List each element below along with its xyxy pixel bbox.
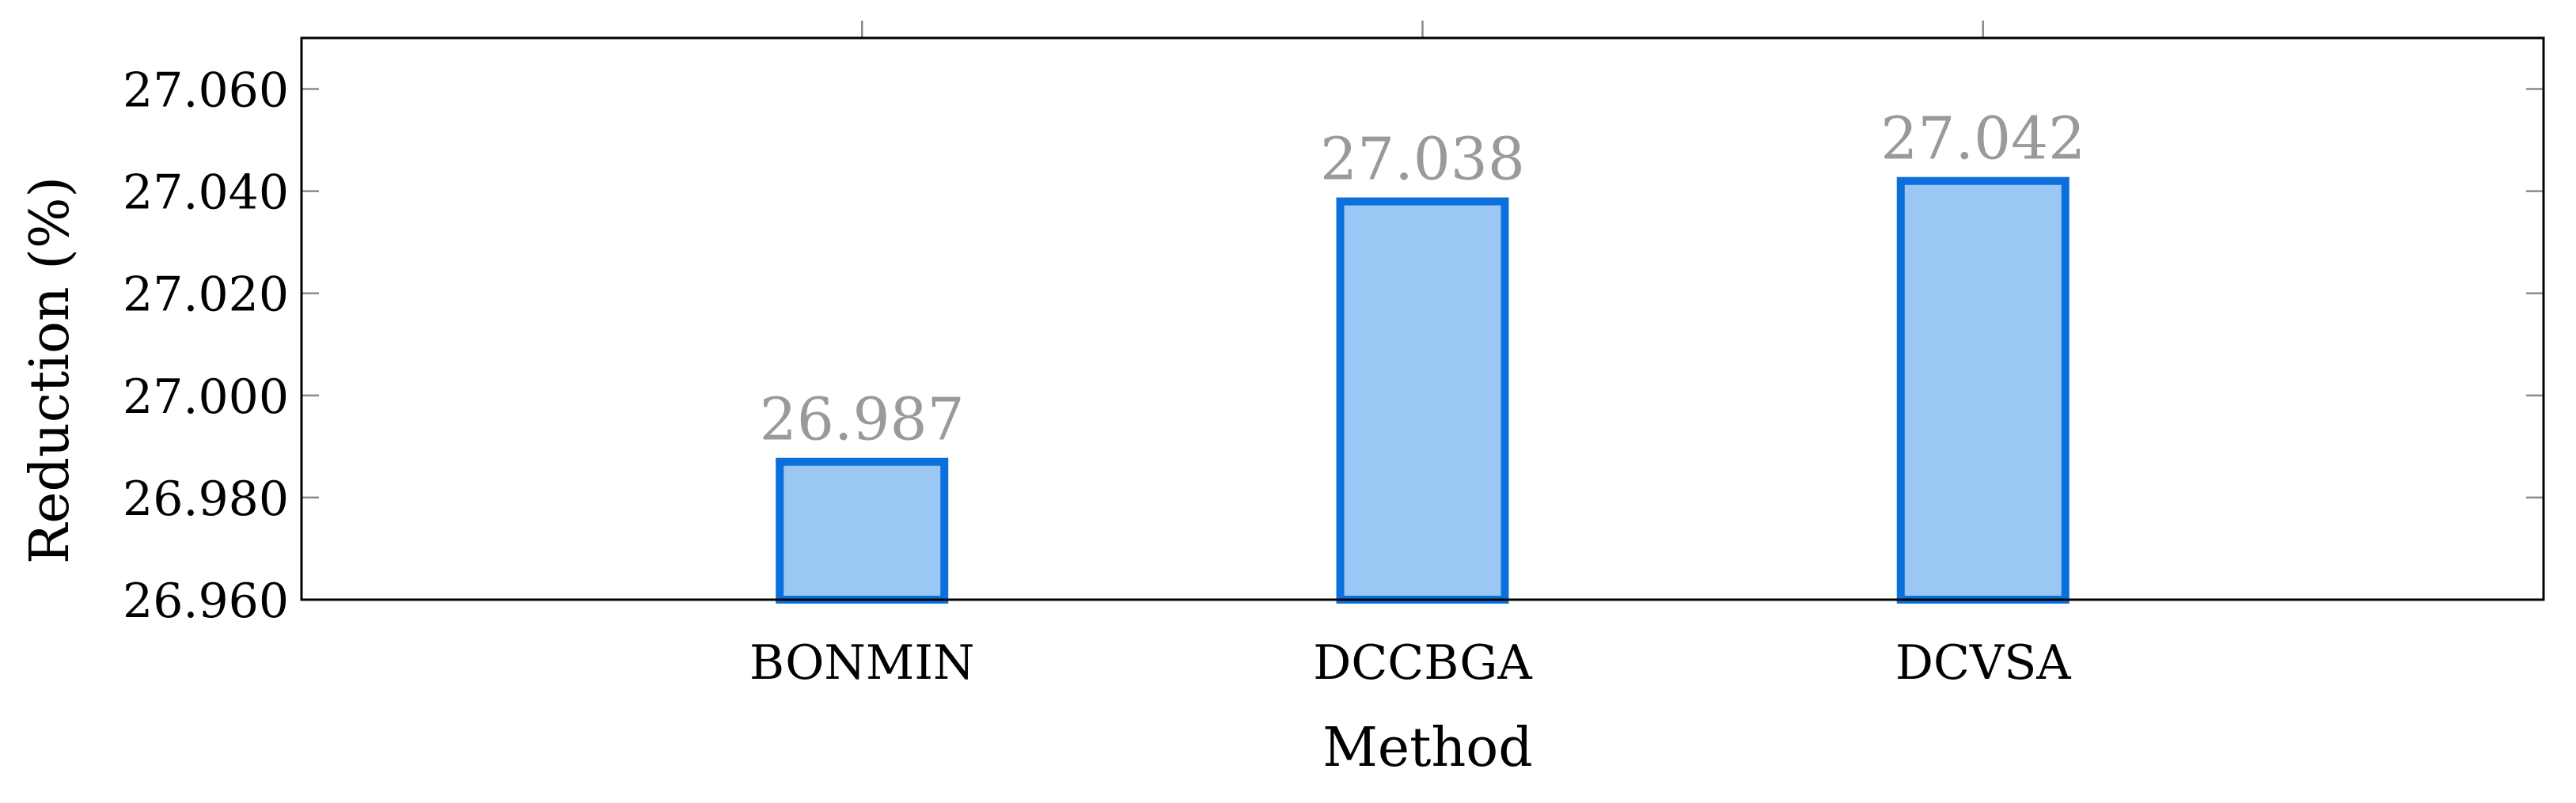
y-tick-label: 27.000: [123, 369, 289, 425]
y-tick-label: 26.980: [123, 472, 289, 527]
y-axis-title: Reduction (%): [19, 176, 82, 564]
x-tick-label: BONMIN: [749, 635, 975, 691]
bar-dccbga: [1336, 197, 1509, 604]
y-tick-label: 27.040: [123, 165, 289, 221]
y-tick-label: 27.020: [123, 267, 289, 323]
plot-border: [300, 36, 2545, 601]
x-tick-label: DCVSA: [1895, 635, 2071, 691]
value-label: 27.038: [1320, 126, 1525, 194]
value-labels: 26.987 27.038 27.042: [760, 105, 2085, 454]
bar-dcvsa: [1896, 176, 2070, 604]
value-label: 26.987: [760, 386, 965, 454]
y-tick-labels: 26.960 26.980 27.000 27.020 27.040 27.060: [123, 63, 289, 629]
value-label: 27.042: [1880, 105, 2085, 173]
x-axis-title: Method: [1322, 717, 1532, 779]
bar-bonmin: [776, 457, 949, 604]
x-tick-labels: BONMIN DCCBGA DCVSA: [749, 635, 2071, 691]
x-tick-label: DCCBGA: [1313, 635, 1532, 691]
y-tick-label: 27.060: [123, 63, 289, 119]
bars: [776, 176, 2070, 604]
plot-frame: [300, 36, 2545, 601]
y-tick-label: 26.960: [123, 574, 289, 629]
